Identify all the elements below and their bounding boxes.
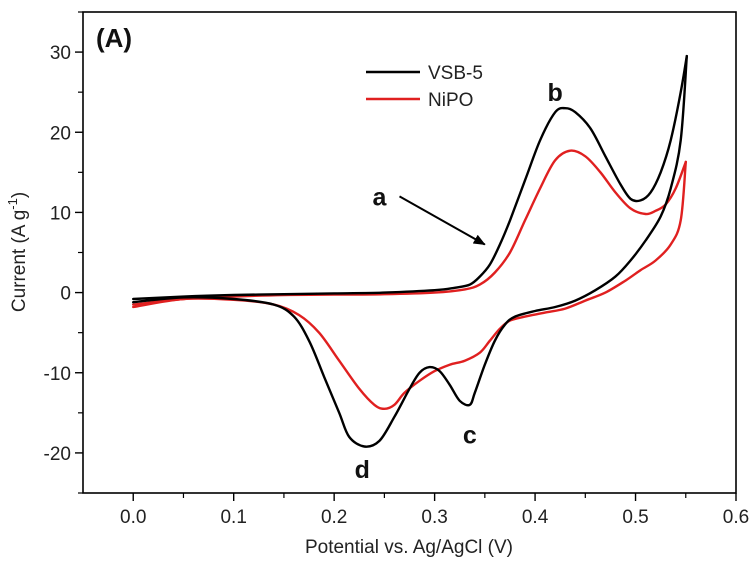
annotation-a: a: [372, 183, 387, 211]
y-tick-label: 10: [50, 203, 71, 224]
annotation-c: c: [463, 422, 477, 450]
y-axis-label-superscript: -1: [5, 198, 20, 210]
x-tick-label: 0.4: [522, 507, 549, 528]
series-nipo-anodic-line: [132, 149, 687, 306]
annotation-d: d: [355, 456, 370, 484]
x-axis-ticks: 0.0 0.1 0.2 0.3 0.4 0.5 0.6: [120, 493, 749, 528]
x-tick-label: 0.0: [120, 507, 146, 528]
y-tick-label: 30: [50, 43, 71, 64]
annotation-a-arrow: [399, 195, 486, 246]
x-tick-label: 0.3: [421, 507, 447, 528]
x-tick-label: 0.1: [220, 507, 246, 528]
annotation-b: b: [548, 79, 563, 107]
y-axis-ticks: -20 -10 0 10 20 30: [44, 11, 83, 494]
series-vsb5-cathodic-line: [132, 54, 688, 448]
series-vsb5-anodic-line: [132, 54, 688, 301]
peak-annotations: a b c d: [355, 79, 563, 484]
y-tick-label: 20: [50, 123, 71, 144]
y-axis-label-close: ): [9, 192, 30, 198]
x-tick-label: 0.5: [622, 507, 648, 528]
legend-label-nipo: NiPO: [428, 90, 473, 111]
x-tick-label: 0.2: [321, 507, 347, 528]
series-nipo-cathodic-line: [132, 160, 687, 410]
panel-label: (A): [96, 23, 132, 53]
y-tick-label: -10: [44, 364, 71, 385]
legend-label-vsb5: VSB-5: [428, 63, 483, 84]
series-lines: [132, 54, 688, 448]
x-axis-label: Potential vs. Ag/AgCl (V): [305, 537, 513, 558]
y-axis-label-main: Current (A g: [9, 210, 30, 312]
x-tick-label: 0.6: [723, 507, 749, 528]
y-axis-label: Current (A g-1): [5, 192, 30, 312]
legend: VSB-5 NiPO: [366, 63, 483, 111]
y-tick-label: 0: [60, 284, 71, 305]
y-tick-label: -20: [44, 444, 71, 465]
